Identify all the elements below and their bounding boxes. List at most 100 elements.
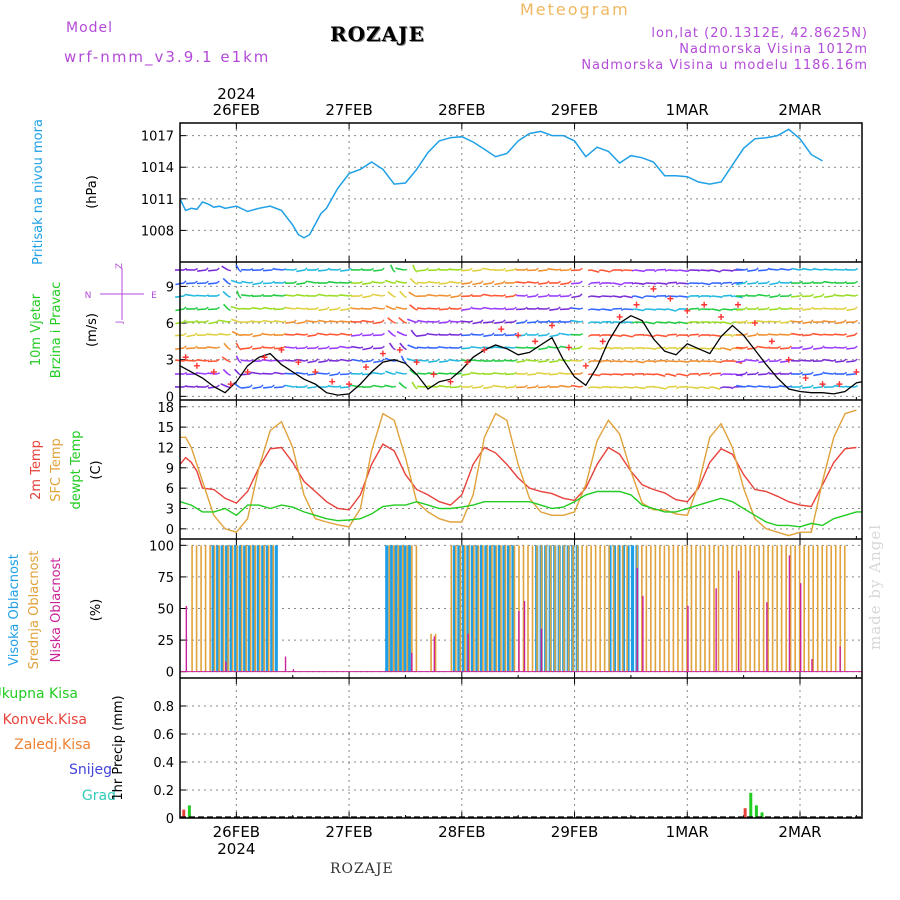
low-cloud-bar xyxy=(642,595,644,672)
x-date-label-bottom: 1MAR xyxy=(666,823,709,841)
mid-cloud-bar xyxy=(231,545,234,672)
mid-cloud-bar xyxy=(249,545,252,672)
mid-cloud-bar xyxy=(513,545,516,672)
direction-north-label: Z xyxy=(115,263,125,269)
high-cloud-bar xyxy=(216,545,220,672)
mid-cloud-bar xyxy=(191,545,193,672)
low-cloud-bar xyxy=(788,555,791,672)
low-cloud-bar xyxy=(523,600,526,672)
mid-cloud-bar xyxy=(406,545,409,672)
mid-cloud-bar xyxy=(411,545,413,672)
y-tick-label: 15 xyxy=(157,421,174,436)
mid-cloud-bar xyxy=(554,545,556,672)
low-cloud-bar xyxy=(636,568,638,672)
high-cloud-bar xyxy=(234,545,238,672)
y-tick-label: 3 xyxy=(166,354,174,369)
high-cloud-bar xyxy=(398,545,402,672)
mid-cloud-bar xyxy=(518,545,520,672)
low-cloud-bar xyxy=(292,669,295,672)
y-tick-label: 1011 xyxy=(141,193,174,208)
y-tick-label: 0.6 xyxy=(153,728,174,743)
gust-marker xyxy=(684,307,691,314)
y-tick-label: 25 xyxy=(157,634,174,649)
high-cloud-bar xyxy=(506,545,511,672)
gust-marker xyxy=(751,320,758,327)
mid-cloud-bar xyxy=(263,545,266,672)
mid-cloud-bar xyxy=(545,545,547,672)
mid-cloud-bar xyxy=(434,633,437,672)
footer-station-label: ROZAJE xyxy=(330,861,394,877)
high-cloud-bar xyxy=(488,545,493,672)
mid-cloud-bar xyxy=(843,545,846,672)
gust-marker xyxy=(396,346,403,353)
direction-west-label: N xyxy=(85,291,92,301)
mid-cloud-bar xyxy=(536,545,538,672)
high-cloud-bar xyxy=(461,545,466,672)
mid-cloud-bar xyxy=(500,545,502,672)
cloud-units-label: (%) xyxy=(89,599,104,622)
gust-marker xyxy=(718,313,725,320)
precip-legend-item: Zaledj.Kisa xyxy=(14,737,91,753)
gust-marker xyxy=(836,381,843,388)
wind-barbs xyxy=(174,264,859,390)
high-cloud-bar xyxy=(470,545,475,672)
precip-legend-item: Grad xyxy=(82,788,116,804)
mid-cloud-bar xyxy=(486,545,489,672)
low-cloud-bar xyxy=(467,633,469,672)
gust-marker xyxy=(768,338,775,345)
temp-line-dewpt xyxy=(179,490,862,528)
mid-cloud-bar xyxy=(464,545,466,672)
mid-cloud-bar xyxy=(767,545,769,672)
mid-cloud-bar xyxy=(659,545,661,672)
gust-marker xyxy=(430,371,437,378)
mid-cloud-bar xyxy=(558,545,561,672)
mid-cloud-bar xyxy=(204,545,207,672)
mid-cloud-bar xyxy=(762,545,765,672)
gust-marker xyxy=(498,326,505,333)
mid-cloud-bar xyxy=(227,545,229,672)
year-label-bottom: 2024 xyxy=(217,840,255,858)
y-tick-label: 9 xyxy=(166,462,174,477)
high-cloud-bar xyxy=(630,545,635,672)
x-date-label-bottom: 29FEB xyxy=(551,823,598,841)
high-cloud-bar xyxy=(452,545,456,672)
low-cloud-bar xyxy=(518,611,520,672)
gust-marker xyxy=(802,375,809,382)
mid-cloud-bar xyxy=(563,545,565,672)
mid-cloud-bar xyxy=(236,545,238,672)
gust-marker xyxy=(650,285,657,292)
gust-marker xyxy=(329,378,336,385)
y-tick-label: 6 xyxy=(166,317,174,332)
wind-speed-line xyxy=(179,314,863,396)
gust-marker xyxy=(599,338,606,345)
gust-marker xyxy=(616,313,623,320)
precip-axis-title: 1hr Precip (mm) xyxy=(111,695,126,800)
mid-cloud-bar xyxy=(713,545,715,672)
elevation-label: Nadmorska Visina 1012m xyxy=(679,42,868,57)
y-tick-label: 0.8 xyxy=(153,700,174,715)
y-tick-label: 6 xyxy=(166,482,174,497)
mid-cloud-bar xyxy=(522,545,525,672)
mid-cloud-bar xyxy=(834,545,837,672)
mid-cloud-bar xyxy=(468,545,471,672)
mid-cloud-bar xyxy=(681,545,684,672)
high-cloud-bar xyxy=(274,545,278,672)
y-tick-label: 18 xyxy=(157,401,174,416)
mid-cloud-bar xyxy=(450,545,453,672)
precip-bar xyxy=(182,809,186,818)
mid-cloud-bar xyxy=(735,545,738,672)
mid-cloud-bar xyxy=(821,545,824,672)
gust-marker xyxy=(278,346,285,353)
high-cloud-bar xyxy=(225,545,229,672)
high-cloud-bar xyxy=(403,545,407,672)
mid-cloud-bar xyxy=(504,545,507,672)
y-tick-label: 0 xyxy=(166,523,174,538)
mid-cloud-bar xyxy=(491,545,493,672)
gust-marker xyxy=(346,381,353,388)
mid-cloud-bar xyxy=(621,545,624,672)
sfc-temp-axis-title: SFC Temp xyxy=(49,438,64,502)
mid-cloud-bar xyxy=(531,545,534,672)
high-cloud-bar xyxy=(502,545,506,672)
y-tick-label: 9 xyxy=(166,280,174,295)
mid-cloud-bar xyxy=(654,545,657,672)
